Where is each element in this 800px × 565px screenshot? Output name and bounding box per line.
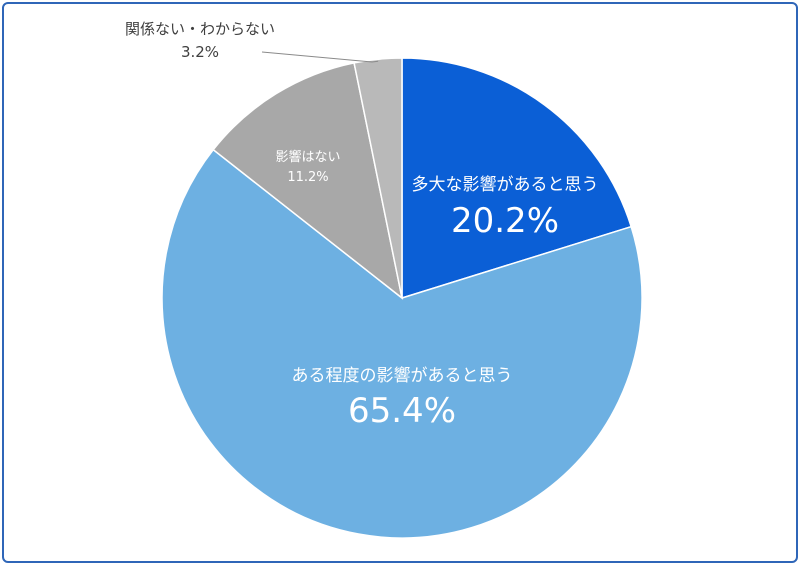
- slice-value-3: 11.2%: [287, 170, 328, 185]
- slice-value-1: 20.2%: [451, 201, 559, 241]
- slice-value-2: 65.4%: [348, 391, 456, 431]
- pie-slice-2: [161, 148, 643, 539]
- pie-slice-1: [401, 57, 633, 300]
- pie-slice-4: [353, 57, 403, 299]
- leader-line: [261, 51, 379, 63]
- slice-value-4: 3.2%: [181, 43, 219, 61]
- slice-label-1: 多大な影響があると思う: [412, 175, 599, 195]
- slice-label-2: ある程度の影響があると思う: [292, 366, 513, 386]
- pie-slice-3: [212, 61, 404, 300]
- slice-label-3: 影響はない: [275, 149, 340, 165]
- slice-label-4: 関係ない・わからない: [125, 20, 275, 38]
